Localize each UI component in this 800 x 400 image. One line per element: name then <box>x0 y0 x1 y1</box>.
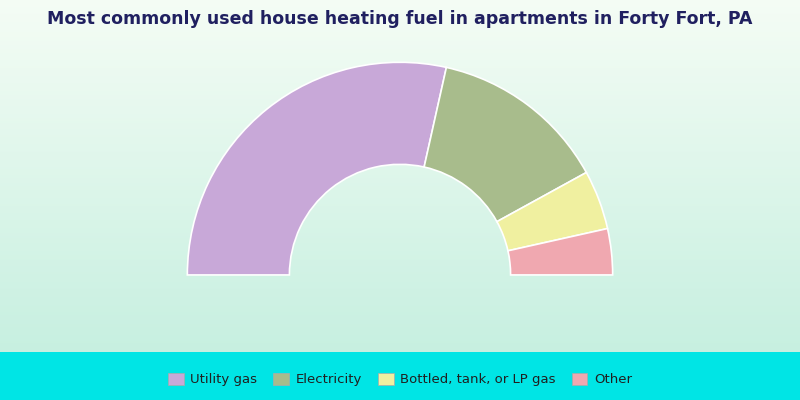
Wedge shape <box>424 67 586 222</box>
Wedge shape <box>508 228 613 275</box>
Legend: Utility gas, Electricity, Bottled, tank, or LP gas, Other: Utility gas, Electricity, Bottled, tank,… <box>162 368 638 392</box>
Wedge shape <box>187 62 446 275</box>
Text: Most commonly used house heating fuel in apartments in Forty Fort, PA: Most commonly used house heating fuel in… <box>47 10 753 28</box>
Wedge shape <box>497 172 607 251</box>
